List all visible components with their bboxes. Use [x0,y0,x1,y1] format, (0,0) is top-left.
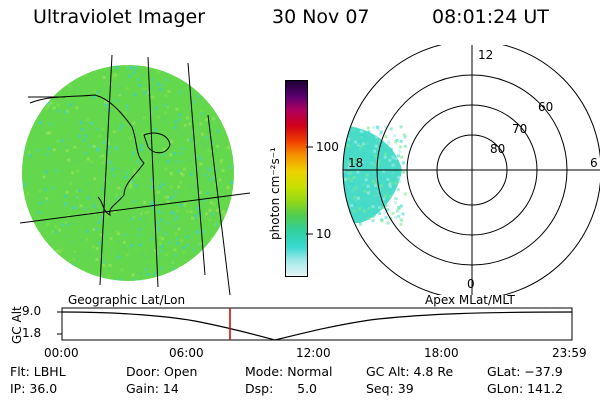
mlt-label-12: 12 [478,48,493,62]
altitude-plot-frame [61,307,573,341]
altitude-xtick-2359: 23:59 [552,346,587,360]
altitude-curve [61,311,573,341]
polar-panel-caption: Apex MLat/MLT [425,293,515,307]
glat-info: GLat: −37.9 [487,364,563,379]
gc-alt-info: GC Alt: 4.8 Re [366,364,454,379]
altitude-xtick-0000: 00:00 [44,346,79,360]
app-title: Ultraviolet Imager [33,6,206,28]
altitude-xtick-1200: 12:00 [296,346,331,360]
seq-info: Seq: 39 [366,381,414,396]
mlt-label-0: 0 [467,277,475,291]
colorbar-tick-100: 100 [316,140,339,154]
colorbar-ticks [306,146,313,235]
mlt-label-18: 18 [348,156,363,170]
lat-label-80: 80 [490,142,505,156]
altitude-xtick-1800: 18:00 [424,346,459,360]
ip-info: IP: 36.0 [10,381,58,396]
filter-info: Flt: LBHL [10,364,66,379]
door-info: Door: Open [126,364,198,379]
lat-lon-grid [20,55,250,295]
altitude-xtick-0600: 06:00 [169,346,204,360]
altitude-ytick-1-8: 1.8 [22,326,42,340]
lat-label-60: 60 [538,100,553,114]
gain-info: Gain: 14 [126,381,179,396]
mode-info: Mode: Normal [245,364,333,379]
altitude-ytick-9: 9.0 [22,304,42,318]
dsp-info: Dsp: 5.0 [245,381,318,396]
time-label: 08:01:24 UT [432,6,549,28]
colorbar [285,80,308,277]
island-outline [143,132,171,154]
polar-plot: 12 6 0 18 60 70 80 [342,45,600,295]
lat-label-70: 70 [512,122,527,136]
glon-info: GLon: 141.2 [487,381,563,396]
geographic-image-panel [20,55,250,295]
colorbar-unit-label: photon cm⁻²s⁻¹ [268,147,282,240]
mlt-label-6: 6 [590,156,598,170]
colorbar-tick-10: 10 [316,227,332,241]
date-label: 30 Nov 07 [272,6,370,28]
coastline [29,94,145,216]
altitude-plot [57,307,573,341]
geo-panel-caption: Geographic Lat/Lon [68,293,186,307]
